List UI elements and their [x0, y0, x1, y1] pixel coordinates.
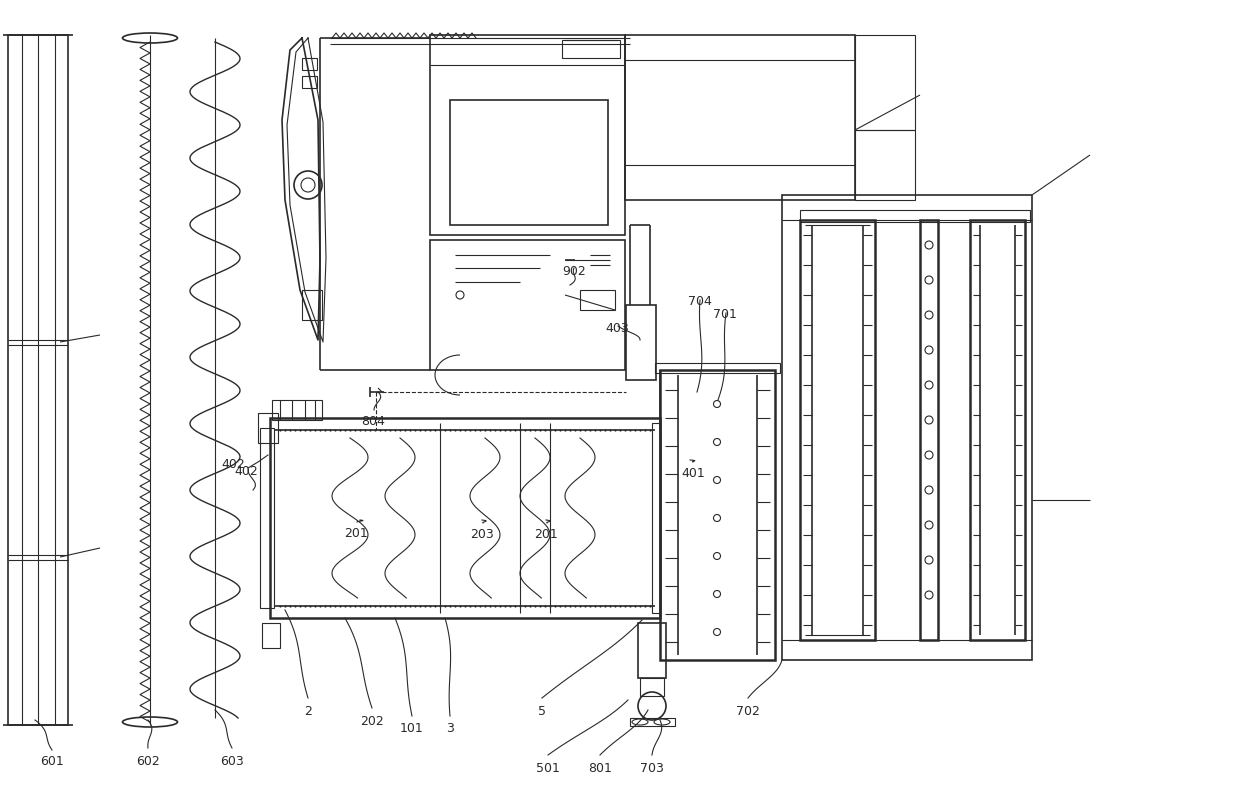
Bar	[800, 210, 1030, 222]
Text: 703: 703	[640, 762, 663, 775]
Text: 603: 603	[221, 755, 244, 768]
Bar	[625, 35, 856, 200]
Text: 704: 704	[688, 295, 712, 308]
Bar	[7, 35, 68, 725]
Text: 501: 501	[536, 762, 560, 775]
Text: 402: 402	[234, 465, 258, 478]
Bar	[580, 290, 615, 310]
Text: 601: 601	[40, 755, 64, 768]
Bar	[303, 76, 317, 88]
Bar	[303, 290, 322, 320]
Bar	[626, 305, 656, 380]
Text: 401: 401	[681, 467, 704, 480]
Text: 202: 202	[360, 715, 384, 728]
Bar	[970, 220, 1025, 640]
Bar	[639, 623, 666, 678]
Bar	[430, 35, 625, 235]
Text: 602: 602	[136, 755, 160, 768]
Text: 804: 804	[361, 415, 384, 428]
Bar	[262, 623, 280, 648]
Text: 402: 402	[221, 458, 246, 471]
Text: 203: 203	[470, 528, 494, 541]
Bar	[640, 678, 663, 696]
Text: 201: 201	[345, 527, 368, 540]
Bar	[655, 363, 780, 373]
Bar	[630, 718, 675, 726]
Bar	[270, 418, 660, 618]
Bar	[856, 35, 915, 130]
Bar	[782, 195, 1032, 660]
Bar	[258, 413, 278, 443]
Bar	[856, 130, 915, 200]
Text: 101: 101	[401, 722, 424, 735]
Text: 801: 801	[588, 762, 611, 775]
Bar	[660, 370, 775, 660]
Text: 2: 2	[304, 705, 312, 718]
Bar	[800, 220, 875, 640]
Bar	[920, 220, 937, 640]
Bar	[652, 423, 660, 613]
Text: 403: 403	[605, 322, 629, 335]
Bar	[430, 240, 625, 370]
Text: 5: 5	[538, 705, 546, 718]
Bar	[260, 428, 274, 608]
Bar	[450, 100, 608, 225]
Text: 3: 3	[446, 722, 454, 735]
Bar	[562, 40, 620, 58]
Bar	[303, 58, 317, 70]
Bar	[272, 400, 322, 420]
Text: 701: 701	[713, 308, 737, 321]
Text: 902: 902	[562, 265, 585, 278]
Text: 702: 702	[737, 705, 760, 718]
Text: 201: 201	[534, 528, 558, 541]
